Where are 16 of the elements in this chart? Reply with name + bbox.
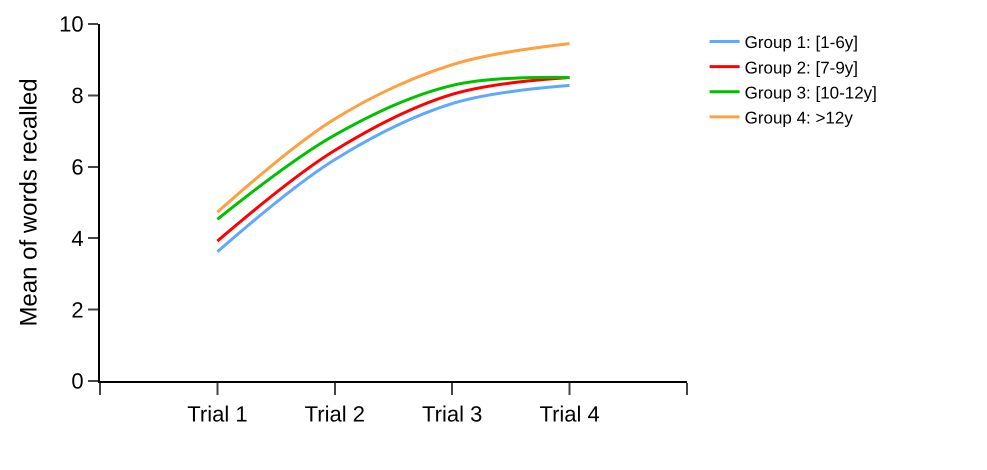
legend-label: Group 3: [10-12y]	[744, 83, 877, 102]
y-tick-label: 4	[71, 226, 84, 251]
y-tick-label: 0	[71, 368, 84, 394]
line-series	[216, 42, 572, 214]
x-tick-label: Trial 4	[539, 401, 600, 426]
y-tick-label: 2	[71, 297, 84, 322]
y-tick-label: 6	[71, 154, 84, 180]
y-axis-title: Mean of words recalled	[16, 78, 43, 327]
y-tick-label: 8	[71, 83, 84, 108]
x-tick-label: Trial 3	[422, 401, 482, 426]
legend-label: Group 4: >12y	[744, 108, 854, 128]
legend-label: Group 2: [7-9y]	[744, 58, 858, 78]
legend-label: Group 1: [1-6y]	[744, 33, 858, 52]
y-tick-label: 10	[59, 12, 84, 37]
x-tick-label: Trial 1	[187, 401, 248, 426]
x-tick-label: Trial 2	[304, 401, 365, 426]
